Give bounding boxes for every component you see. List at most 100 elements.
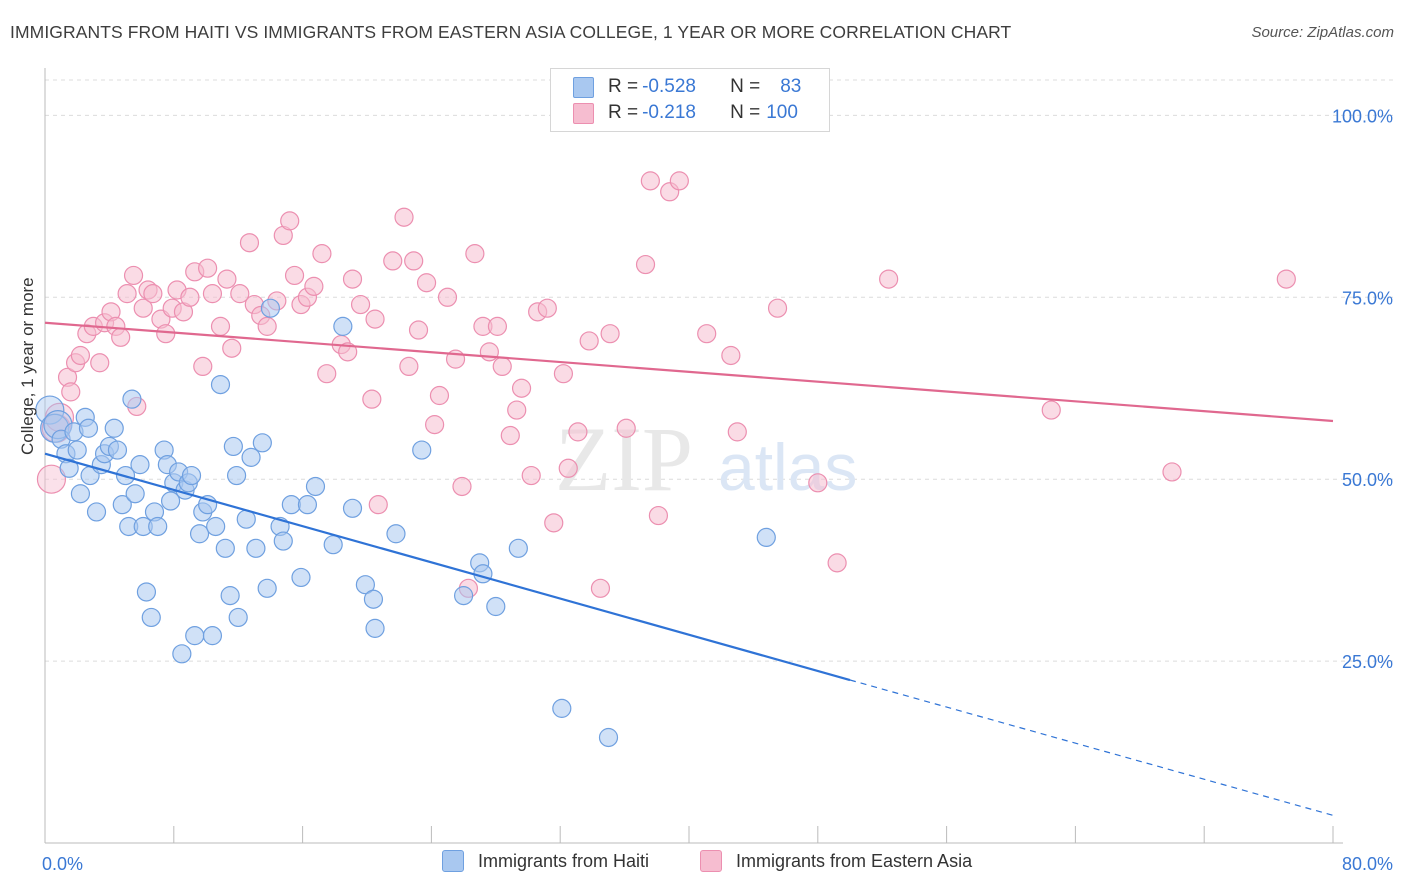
asia-point xyxy=(284,265,305,286)
haiti-legend-swatch xyxy=(442,850,464,872)
asia-legend-swatch xyxy=(700,850,722,872)
haiti-point xyxy=(189,524,210,544)
y-axis-label: College, 1 year or more xyxy=(18,277,37,455)
grid-lines xyxy=(45,79,1393,662)
asia-point xyxy=(61,382,81,402)
haiti-point xyxy=(107,440,128,460)
haiti-point xyxy=(473,564,493,584)
haiti-point xyxy=(323,535,343,555)
y-tick-label: 50.0% xyxy=(1342,470,1393,490)
haiti-point xyxy=(202,626,223,646)
asia-point xyxy=(558,458,578,478)
y-tick-label: 25.0% xyxy=(1342,652,1393,672)
haiti-point xyxy=(486,596,506,617)
haiti-point xyxy=(160,491,181,511)
haiti-trend-line xyxy=(44,452,851,682)
asia-point xyxy=(202,284,223,304)
asia-point xyxy=(437,287,458,307)
haiti-point xyxy=(206,516,226,537)
tick-labels: 25.0% 50.0% 75.0% 100.0% 0.0% 80.0% xyxy=(42,106,1393,874)
haiti-point xyxy=(281,495,301,515)
asia-point xyxy=(239,233,260,253)
asia-point xyxy=(394,207,414,227)
haiti-point xyxy=(35,395,65,425)
haiti-point xyxy=(130,455,150,475)
asia-point xyxy=(230,284,250,304)
correlation-legend: R = -0.528 N = 83 R = -0.218 N = 100 xyxy=(550,68,830,132)
asia-point xyxy=(1041,400,1061,420)
asia-point xyxy=(808,473,828,493)
haiti-point xyxy=(67,440,87,460)
asia-r-value: -0.218 xyxy=(642,102,696,123)
asia-n-label: N = xyxy=(730,102,761,123)
asia-points xyxy=(36,171,1296,598)
asia-point xyxy=(143,284,163,304)
haiti-point xyxy=(59,458,79,478)
haiti-n-label: N = xyxy=(730,76,761,97)
asia-point xyxy=(117,284,137,304)
haiti-trend-extension xyxy=(849,679,1334,816)
haiti-point xyxy=(220,586,240,606)
asia-point xyxy=(452,476,472,497)
asia-point xyxy=(156,324,176,344)
haiti-point xyxy=(223,436,243,457)
haiti-point xyxy=(246,538,266,558)
asia-point xyxy=(180,287,200,307)
asia-point xyxy=(500,425,520,446)
haiti-point xyxy=(181,465,202,486)
asia-point xyxy=(507,400,527,420)
haiti-point xyxy=(273,531,293,551)
asia-point xyxy=(210,316,231,336)
haiti-point xyxy=(136,582,157,602)
haiti-r-value: -0.528 xyxy=(642,76,696,97)
haiti-point xyxy=(122,389,142,409)
haiti-point xyxy=(252,433,272,453)
legend-item-haiti: Immigrants from Haiti xyxy=(442,850,649,872)
haiti-point xyxy=(226,465,247,486)
asia-point xyxy=(133,298,153,318)
haiti-n-value: 83 xyxy=(780,76,802,97)
asia-point xyxy=(697,324,717,344)
haiti-legend-label: Immigrants from Haiti xyxy=(478,850,650,871)
asia-n-value: 100 xyxy=(766,102,798,123)
asia-point xyxy=(304,276,324,296)
asia-point xyxy=(404,251,424,271)
haiti-swatch xyxy=(573,76,594,98)
source-label: Source: ZipAtlas.com xyxy=(1251,24,1394,41)
asia-point xyxy=(553,364,574,384)
asia-point xyxy=(338,342,358,362)
asia-point xyxy=(70,345,91,366)
asia-point xyxy=(465,244,485,264)
asia-point xyxy=(600,324,620,344)
watermark: ZIP atlas xyxy=(555,408,857,510)
y-tick-label: 75.0% xyxy=(1342,288,1393,308)
asia-legend-label: Immigrants from Eastern Asia xyxy=(736,850,973,871)
haiti-point xyxy=(215,538,235,558)
haiti-point xyxy=(141,607,161,628)
asia-point xyxy=(429,385,450,406)
asia-point xyxy=(767,298,788,318)
haiti-points xyxy=(35,298,776,748)
asia-point xyxy=(616,418,636,438)
asia-point xyxy=(511,378,532,398)
haiti-point xyxy=(412,440,432,460)
asia-point xyxy=(648,505,669,526)
haiti-point xyxy=(355,575,375,595)
haiti-point xyxy=(241,447,261,467)
asia-point xyxy=(368,495,388,515)
asia-point xyxy=(198,258,218,278)
asia-point xyxy=(1162,462,1182,482)
asia-point xyxy=(222,338,242,358)
y-tick-label: 100.0% xyxy=(1332,106,1393,126)
haiti-point xyxy=(210,375,231,395)
asia-point xyxy=(568,422,588,442)
asia-point xyxy=(590,578,611,598)
asia-point xyxy=(879,269,899,289)
asia-point xyxy=(640,171,660,191)
watermark-atlas: atlas xyxy=(718,430,857,504)
chart-title: IMMIGRANTS FROM HAITI VS IMMIGRANTS FROM… xyxy=(10,22,1012,42)
asia-point xyxy=(537,298,557,318)
asia-point xyxy=(90,353,110,373)
haiti-point xyxy=(454,586,474,606)
